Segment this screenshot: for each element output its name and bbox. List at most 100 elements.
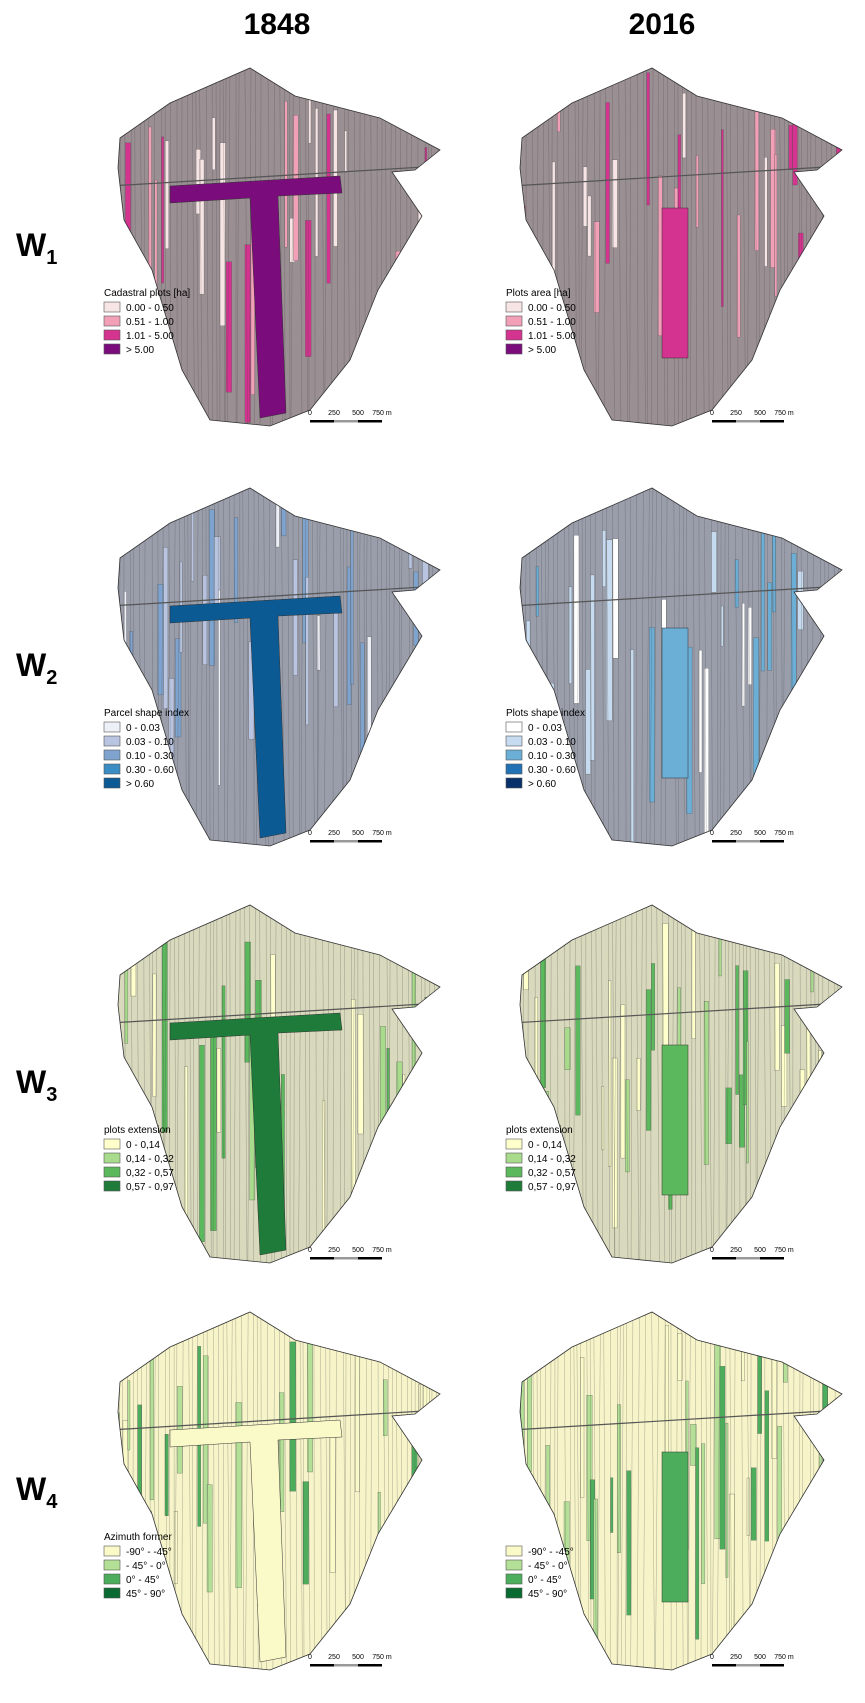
legend-label: 1.01 - 5.00 [528,331,576,342]
parcel [345,131,347,172]
legend-swatch [506,1546,522,1556]
legend-label: 0.03 - 0.10 [126,737,174,748]
parcel [367,637,371,781]
parcel-edge [135,68,136,428]
legend-label: 0,14 - 0,32 [126,1154,174,1165]
parcel [765,1391,769,1541]
legend-swatch [506,1139,522,1149]
legend-swatch [506,764,522,774]
parcel [212,118,215,170]
map [109,68,450,428]
scale-bar [310,1257,334,1260]
legend-swatch [104,1588,120,1598]
parcel-edge [414,1312,415,1672]
parcel-edge [806,905,808,1265]
parcel [696,1448,699,1640]
parcel-edge [430,488,433,848]
legend-swatch [104,722,120,732]
parcel-edge [133,1312,134,1672]
map-panel: Plots area [ha]0.00 - 0.500.51 - 1.001.0… [506,68,853,450]
parcel-edge [511,68,512,428]
parcel [580,1357,584,1497]
parcel [720,1366,725,1549]
parcel [412,935,416,1129]
parcel-edge [850,488,852,848]
parcel-edge [442,1312,445,1672]
legend-swatch [506,302,522,312]
legend-swatch [104,316,120,326]
parcel [387,1048,390,1245]
parcel [418,677,423,742]
legend-label: 0.30 - 0.60 [528,765,576,776]
scale-bar [310,1664,334,1667]
parcel-edge [809,68,811,428]
parcel-edge [532,68,534,428]
parcel [114,946,117,1049]
parcel-edge [821,488,822,848]
scale-label: 250 [730,1654,742,1661]
row-label-subscript: 3 [46,1084,57,1106]
parcel-edge [411,1312,412,1672]
parcel [162,939,167,1132]
map-panel: Parcel shape index0 - 0.030.03 - 0.100.1… [104,488,452,864]
parcel [836,102,841,172]
parcel-edge [131,905,133,1265]
parcel [827,246,832,312]
parcel [746,1041,748,1163]
parcel [658,176,662,336]
parcel-edge [835,68,836,428]
parcel-edge [110,488,111,848]
parcel-edge [422,488,423,848]
parcel [715,1344,721,1538]
parcel [293,560,297,676]
parcel [627,1471,631,1615]
parcel-edge [130,488,132,848]
scale-label: 250 [328,1654,340,1661]
parcel [276,494,279,547]
scale-bar [736,840,760,843]
parcel [775,154,777,296]
parcel [281,489,286,536]
parcel-edge [421,1312,423,1672]
legend-label: 0.30 - 0.60 [126,765,174,776]
legend-label: 0 - 0,14 [528,1140,562,1151]
scale-label: 0 [308,1247,312,1254]
legend-label: 0° - 45° [126,1575,160,1586]
parcel [217,1048,221,1132]
scale-bar [358,420,382,423]
scale-label: 250 [730,1247,742,1254]
parcel [742,603,745,706]
parcel [800,1070,805,1259]
legend-label: 0,32 - 0,57 [528,1168,576,1179]
parcel [764,157,767,266]
scale-bar [358,1257,382,1260]
scale-bar [334,1664,358,1667]
parcel-edge [434,905,436,1265]
parcel-edge [116,905,119,1265]
parcel-edge [825,488,826,848]
large-plot [662,208,688,358]
legend-label: 0,57 - 0,97 [528,1182,576,1193]
parcel [839,624,842,779]
parcel-edge [430,1312,432,1672]
scale-bar [358,1664,382,1667]
parcel-edge [540,905,541,1265]
scale-label: 0 [710,830,714,837]
parcel-edge [530,488,531,848]
scale-label: 0 [308,410,312,417]
parcel [125,143,130,296]
parcel [519,1027,523,1133]
parcel-edge [813,1312,814,1672]
parcel [290,1342,296,1491]
parcel [649,628,654,802]
parcel-edge [112,905,114,1265]
scale-label: 500 [754,830,766,837]
scale-bar [334,840,358,843]
map-panel: plots extension0 - 0,140,14 - 0,320,32 -… [104,905,450,1265]
parcel-edge [450,488,452,848]
row-label-letter: W [16,227,47,263]
large-plot [662,1452,688,1602]
legend-swatch [506,344,522,354]
parcel [730,1494,735,1693]
parcel [165,141,169,249]
